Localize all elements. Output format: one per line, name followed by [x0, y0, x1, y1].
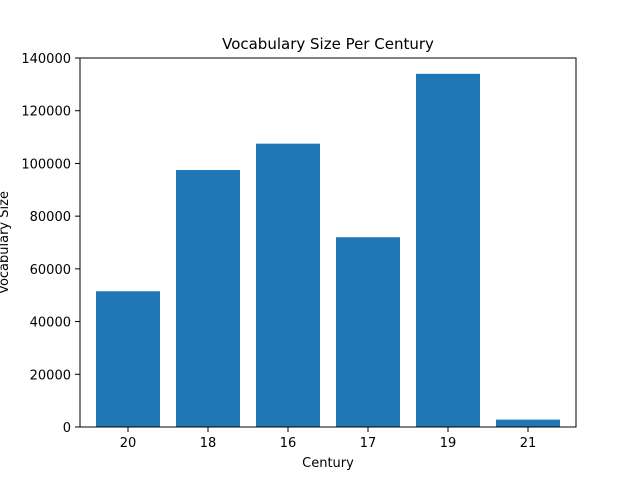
x-axis-label: Century	[302, 456, 354, 471]
y-tick-label: 40000	[30, 316, 71, 331]
bar-17	[336, 237, 400, 427]
y-tick-label: 100000	[21, 157, 71, 172]
y-tick-label: 60000	[30, 263, 71, 278]
y-tick-label: 20000	[30, 368, 71, 383]
chart-title: Vocabulary Size Per Century	[222, 35, 434, 53]
y-axis-label: Vocabulary Size	[0, 191, 12, 294]
bar-18	[176, 170, 240, 427]
x-tick-label: 16	[280, 436, 297, 451]
x-tick-label: 20	[120, 436, 137, 451]
y-tick-label: 120000	[21, 105, 71, 120]
y-tick-label: 0	[63, 421, 71, 436]
x-tick-label: 21	[520, 436, 537, 451]
bars-group	[96, 73, 560, 427]
plot-frame	[79, 57, 577, 428]
x-tick-label: 18	[200, 436, 217, 451]
x-tick-label: 17	[360, 436, 377, 451]
bar-20	[96, 291, 160, 427]
bar-16	[256, 143, 320, 427]
y-tick-label: 80000	[30, 210, 71, 225]
x-ticks-group: 20 18 16 17 19 21	[120, 427, 537, 451]
y-tick-label: 140000	[21, 52, 71, 67]
bar-21	[496, 419, 560, 427]
bar-19	[416, 73, 480, 427]
x-tick-label: 19	[440, 436, 457, 451]
y-ticks-group: 0 20000 40000 60000 80000 100000 120000 140000	[21, 52, 80, 436]
